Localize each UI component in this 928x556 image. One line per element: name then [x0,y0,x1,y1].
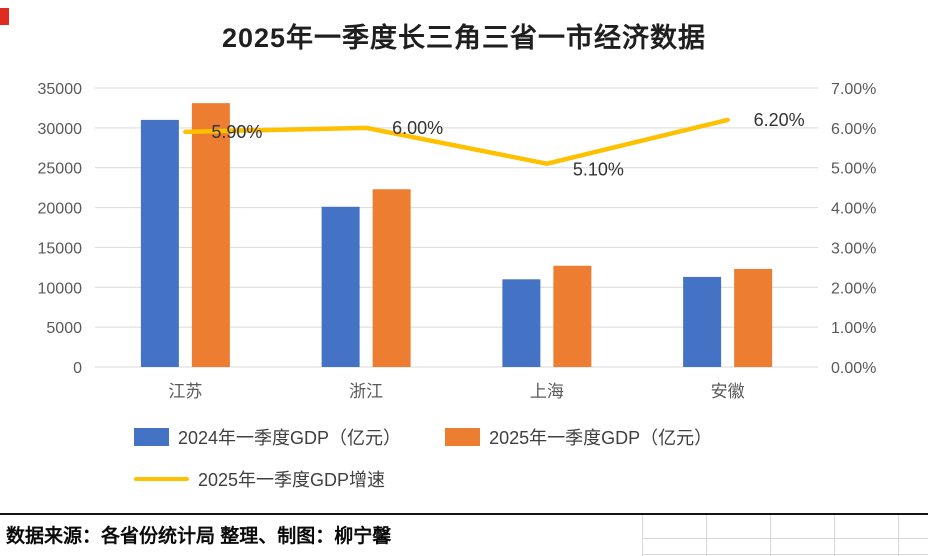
grid-vline [770,515,771,556]
legend-label-2024: 2024年一季度GDP（亿元） [178,428,402,448]
x-axis-label: 江苏 [168,382,202,401]
right-axis-tick: 4.00% [831,201,876,218]
right-axis-tick: 7.00% [831,81,876,98]
line-data-label: 6.20% [754,110,805,130]
bar-2025-0[interactable] [191,103,230,367]
grid-vline [834,515,835,556]
grid-hline [642,538,928,539]
grid-hline [642,554,928,555]
left-axis-tick: 10000 [38,280,83,297]
left-axis-tick: 20000 [38,201,83,218]
bar-2024-2[interactable] [502,279,541,367]
left-axis-tick: 30000 [38,121,83,138]
chart-legend: 2024年一季度GDP（亿元） 2025年一季度GDP（亿元） 2025年一季度… [134,424,814,492]
chart-title: 2025年一季度长三角三省一市经济数据 [221,23,707,53]
right-axis-tick: 2.00% [831,280,876,297]
grid-vline [706,515,707,556]
legend-item-gdp-2024: 2024年一季度GDP（亿元） [134,424,401,450]
left-axis-tick: 25000 [38,161,83,178]
line-data-label: 6.00% [392,118,443,138]
legend-item-gdp-2025: 2025年一季度GDP（亿元） [445,424,712,450]
source-note: 数据来源：各省份统计局 整理、制图：柳宁馨 [6,526,392,547]
line-data-label: 5.10% [573,160,624,180]
left-axis-tick: 35000 [38,81,83,98]
left-axis-tick: 0 [73,360,82,377]
right-axis-tick: 0.00% [831,360,876,377]
grid-vline [898,515,899,556]
bar-2025-1[interactable] [372,189,411,367]
line-data-label: 5.90% [211,122,262,142]
red-cell-marker [0,8,9,25]
bar-2024-3[interactable] [683,276,722,367]
legend-swatch-2024-icon [134,428,169,446]
left-axis-tick: 15000 [38,240,83,257]
bar-2025-3[interactable] [734,268,773,367]
growth-line[interactable] [183,117,730,166]
bar-2025-2[interactable] [553,265,592,367]
bar-2024-0[interactable] [140,119,179,367]
legend-swatch-growth-line-icon [134,477,189,481]
x-axis-label: 浙江 [349,382,383,401]
gdp-combo-chart[interactable]: 35000 7.00% 30000 6.00% 25000 5.00% 20000 4.00%… [0,60,928,405]
left-axis-tick: 5000 [46,320,82,337]
x-axis-label: 上海 [530,382,564,401]
right-axis-tick: 3.00% [831,240,876,257]
legend-item-growth: 2025年一季度GDP增速 [134,466,385,492]
legend-swatch-2025-icon [445,428,481,446]
x-axis-label: 安徽 [711,382,745,401]
grid-vline [642,515,643,556]
right-axis-tick: 6.00% [831,121,876,138]
right-axis-tick: 1.00% [831,320,876,337]
footer-divider [0,513,928,515]
bar-2024-1[interactable] [321,206,360,367]
legend-label-growth: 2025年一季度GDP增速 [198,470,386,490]
legend-label-2025: 2025年一季度GDP（亿元） [489,428,713,448]
right-axis-tick: 5.00% [831,161,876,178]
